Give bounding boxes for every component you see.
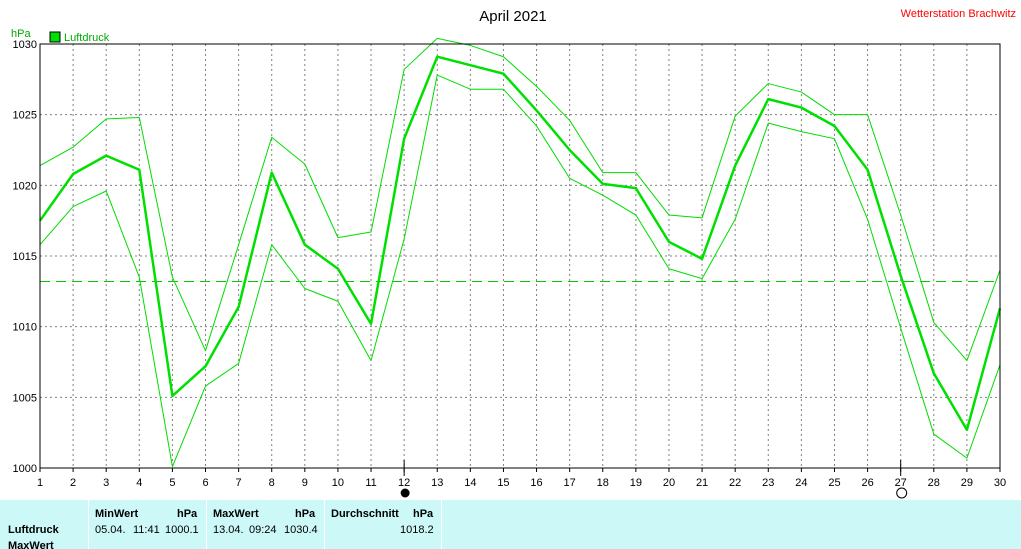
x-tick-label: 16 [530, 477, 542, 489]
pressure-chart: April 2021 Wetterstation Brachwitz hPa L… [11, 8, 1016, 499]
x-tick-label: 24 [795, 477, 807, 489]
y-tick-label: 1005 [13, 392, 37, 404]
plot-frame [39, 43, 1001, 469]
x-tick-label: 19 [630, 477, 642, 489]
x-tick-label: 11 [365, 477, 376, 489]
min-unit: hPa [177, 508, 198, 520]
x-tick-label: 6 [202, 477, 208, 489]
x-tick-label: 18 [597, 477, 609, 489]
x-tick-label: 8 [269, 477, 275, 489]
x-tick-label: 21 [696, 477, 708, 489]
x-tick-labels: 1 2 3 4 5 6 7 8 9 10 11 12 13 14 15 16 17 18 19 20 21 22 23 24 2… [37, 468, 1006, 489]
x-tick-label: 2 [70, 477, 76, 489]
stats-panel: Luftdruck MaxWert MinWert hPa 05.04. 11:… [0, 500, 1021, 549]
min-header: MinWert [95, 508, 139, 520]
max-unit: hPa [295, 508, 316, 520]
x-tick-label: 13 [431, 477, 443, 489]
x-tick-label: 1 [37, 477, 43, 489]
grid [40, 43, 1000, 468]
legend-swatch [49, 31, 61, 43]
chart-title: April 2021 [479, 8, 547, 25]
y-tick-label: 1010 [13, 322, 37, 334]
station-name: Wetterstation Brachwitz [901, 8, 1016, 20]
legend-label: Luftdruck [64, 32, 110, 44]
x-tick-label: 28 [928, 477, 940, 489]
avg-header: Durchschnitt [331, 508, 399, 520]
x-tick-label: 4 [136, 477, 142, 489]
x-tick-label: 22 [729, 477, 741, 489]
min-date: 05.04. [95, 524, 126, 536]
y-tick-label: 1000 [13, 463, 37, 475]
x-tick-label: 12 [398, 477, 410, 489]
y-axis-unit: hPa [11, 28, 31, 40]
max-header: MaxWert [213, 508, 259, 520]
x-tick-label: 3 [103, 477, 109, 489]
x-tick-label: 25 [828, 477, 840, 489]
min-time: 11:41 [133, 524, 160, 536]
max-time: 09:24 [249, 524, 277, 536]
stats-max-column: MaxWert hPa 13.04. 09:24 1030.4 [206, 500, 325, 549]
series-line-max [39, 37, 1001, 362]
y-tick-label: 1025 [13, 110, 37, 122]
x-tick-label: 29 [961, 477, 973, 489]
x-tick-label: 7 [236, 477, 242, 489]
min-value: 1000.1 [165, 524, 199, 536]
series-line-min [39, 74, 1001, 468]
max-value: 1030.4 [284, 524, 318, 536]
series-lines [38, 37, 1002, 468]
y-tick-label: 1030 [13, 39, 37, 51]
x-tick-label: 23 [762, 477, 774, 489]
x-tick-label: 5 [169, 477, 175, 489]
max-date: 13.04. [213, 524, 244, 536]
x-tick-label: 26 [861, 477, 873, 489]
stats-row-label: Luftdruck [8, 524, 59, 536]
x-tick-label: 9 [302, 477, 308, 489]
stats-avg-column: Durchschnitt hPa 1018.2 [324, 500, 442, 549]
full-moon-icon [400, 488, 410, 498]
x-tick-label: 27 [895, 477, 907, 489]
series-line-mean [38, 55, 1002, 432]
x-tick-label: 17 [564, 477, 576, 489]
y-tick-label: 1020 [13, 180, 37, 192]
y-tick-labels: 1000 1005 1010 1015 1020 1025 1030 [13, 39, 37, 475]
x-tick-label: 10 [332, 477, 344, 489]
avg-value: 1018.2 [400, 524, 434, 536]
x-tick-label: 20 [663, 477, 675, 489]
y-tick-label: 1015 [13, 251, 37, 263]
stats-row-label-2: MaxWert [8, 540, 54, 549]
x-tick-label: 30 [994, 477, 1006, 489]
moon-markers [400, 460, 908, 499]
x-tick-label: 15 [497, 477, 509, 489]
new-moon-icon [896, 487, 908, 499]
x-tick-label: 14 [464, 477, 476, 489]
stats-min-column: MinWert hPa 05.04. 11:41 1000.1 [88, 500, 207, 549]
avg-unit: hPa [413, 508, 434, 520]
